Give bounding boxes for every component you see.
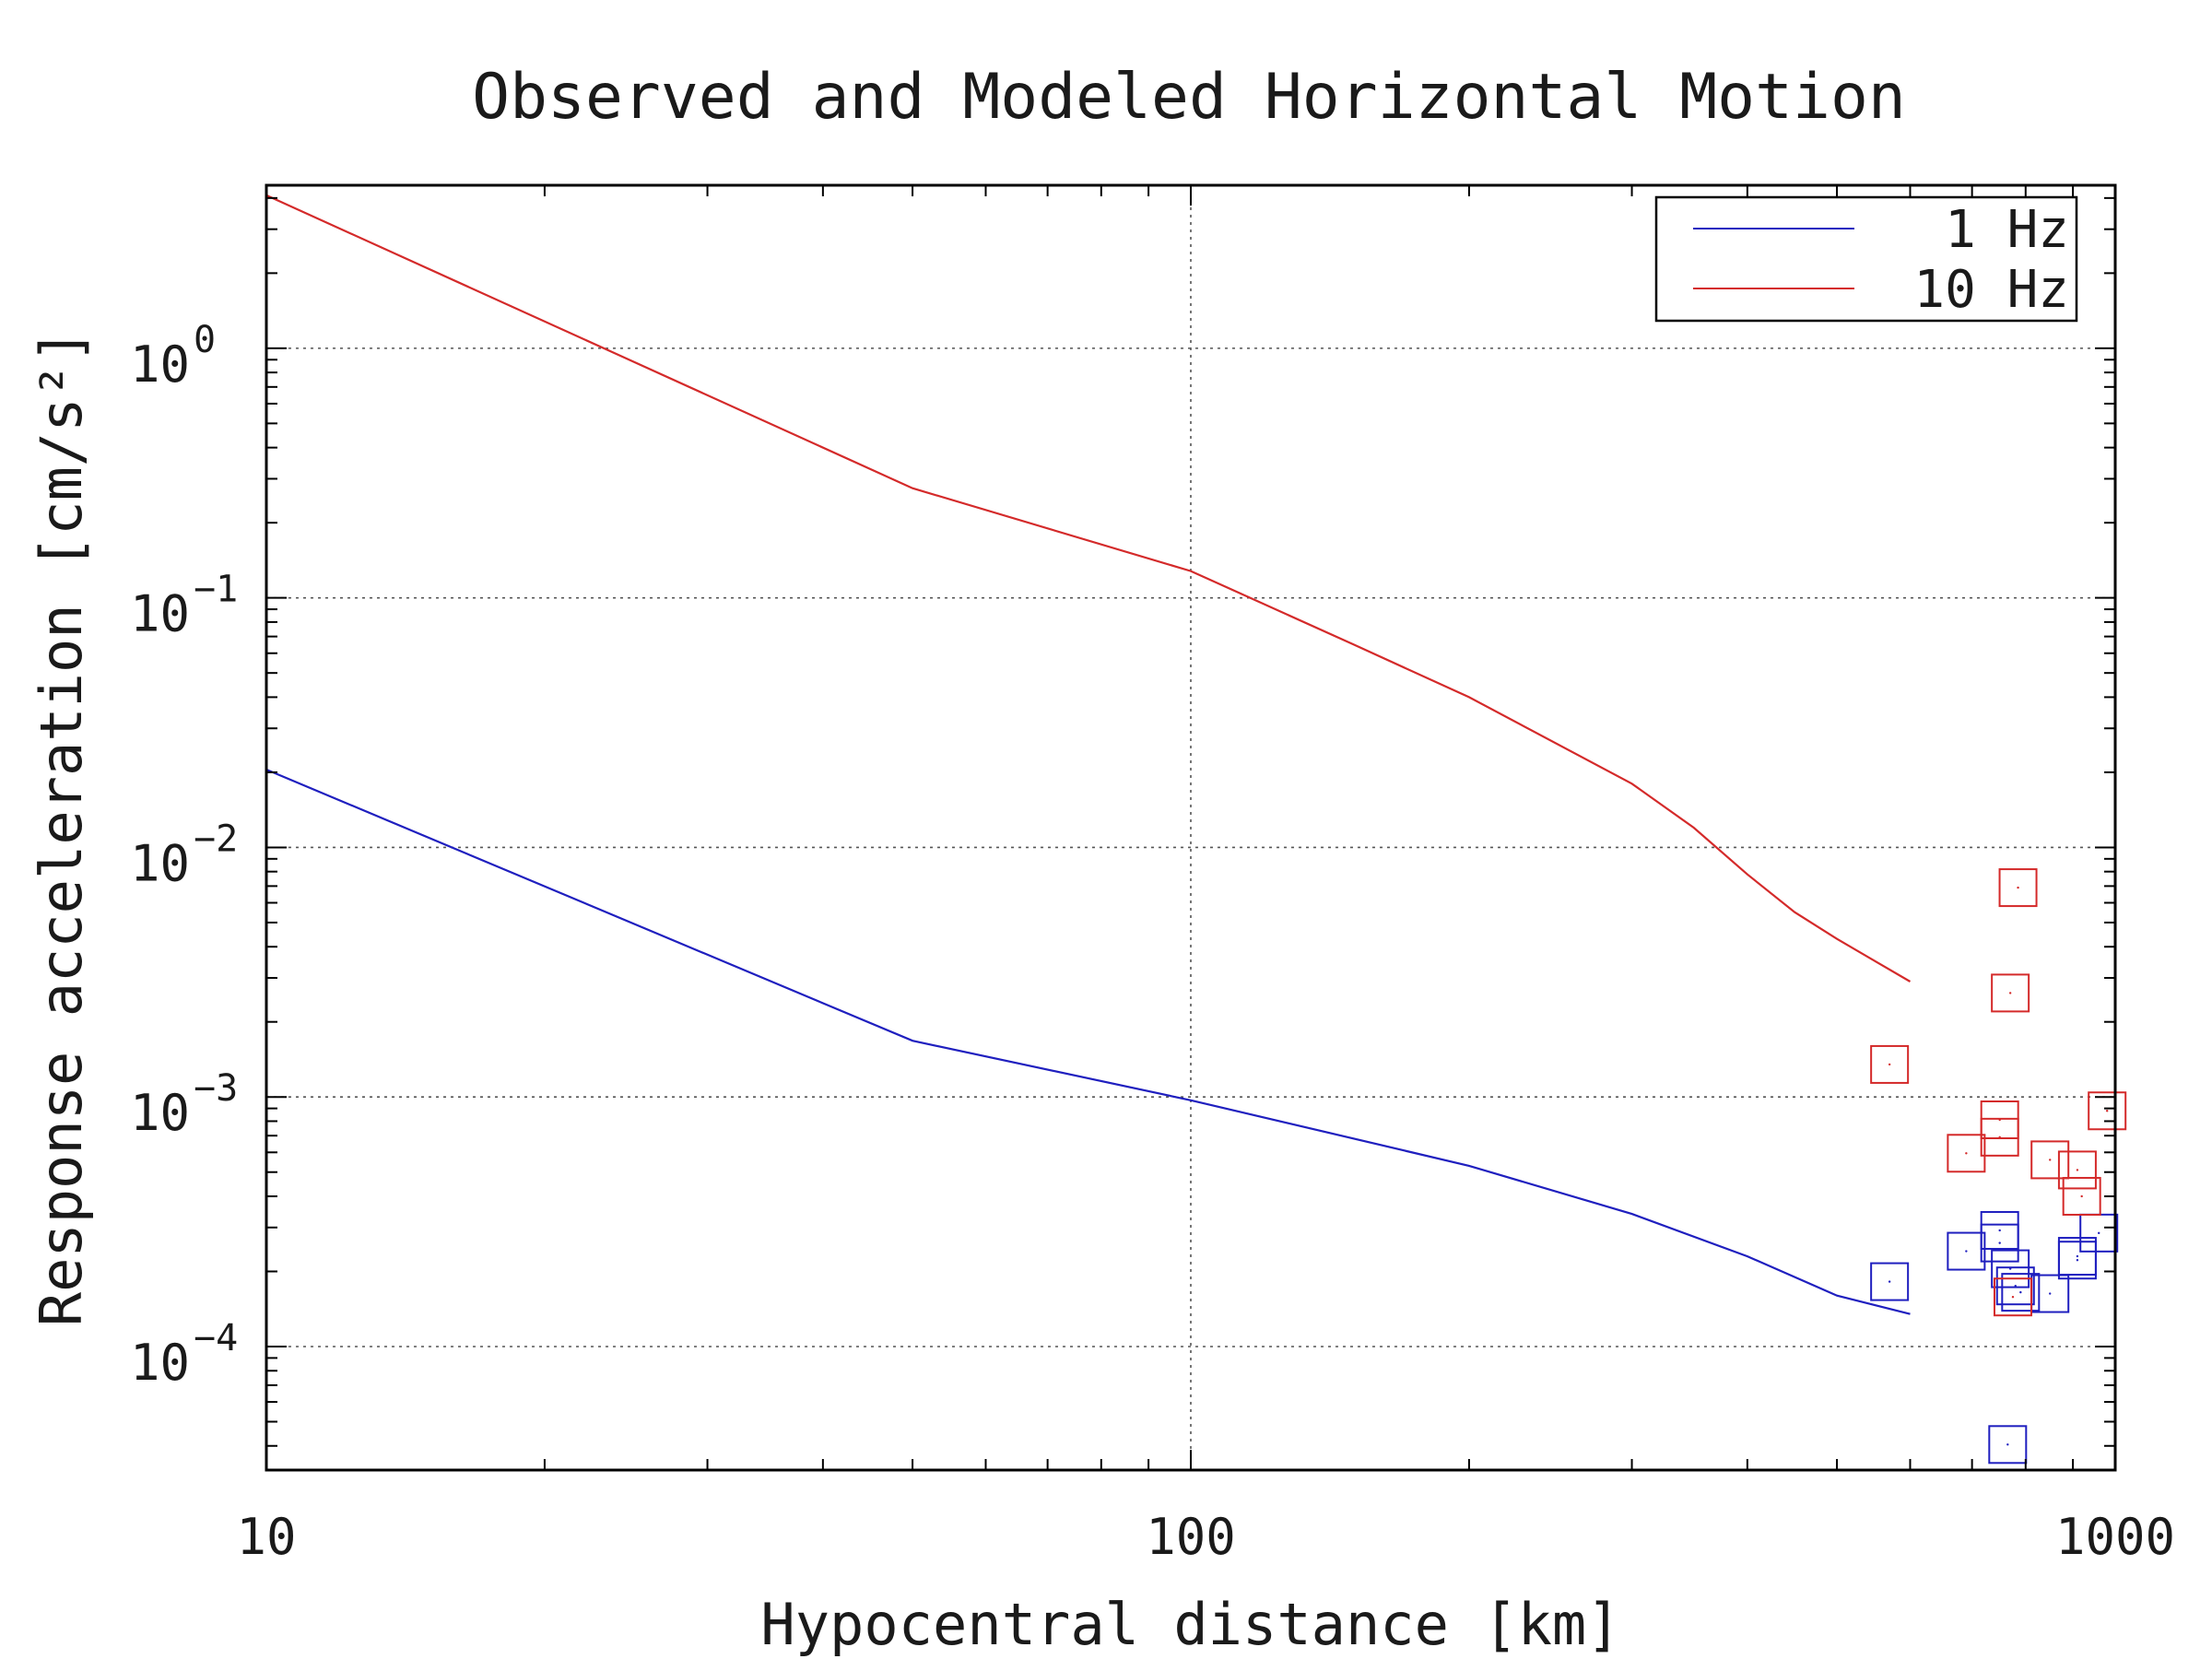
observed-point-10hz xyxy=(1993,1277,2032,1317)
grid-lines xyxy=(266,185,2115,1470)
observed-point-center-1hz xyxy=(2076,1259,2079,1262)
x-tick-label-2: 1000 xyxy=(2055,1508,2175,1566)
observed-point-1hz xyxy=(1991,1249,2030,1288)
observed-point-10hz xyxy=(2030,1140,2070,1180)
observed-point-center-10hz xyxy=(2076,1169,2079,1171)
y-tick-label-exponent: 0 xyxy=(194,319,216,361)
observed-point-10hz xyxy=(2057,1150,2097,1190)
observed-point-10hz xyxy=(1980,1117,2019,1157)
observed-point-center-10hz xyxy=(1888,1063,1891,1066)
observed-point-center-1hz xyxy=(2019,1290,2022,1294)
observed-point-center-1hz xyxy=(1965,1250,1968,1253)
observed-point-10hz xyxy=(1998,868,2038,908)
observed-point-center-10hz xyxy=(1965,1152,1968,1155)
observed-point-1hz xyxy=(2057,1237,2097,1277)
y-tick-label-base: 10 xyxy=(130,1084,190,1142)
observed-point-10hz xyxy=(1991,973,2030,1013)
observed-point-center-1hz xyxy=(2006,1443,2009,1446)
observed-point-center-10hz xyxy=(1998,1135,2001,1139)
observed-point-center-1hz xyxy=(2014,1284,2017,1288)
observed-point-center-10hz xyxy=(2049,1159,2052,1161)
observed-point-1hz xyxy=(1870,1262,1910,1301)
observed-point-10hz xyxy=(2088,1091,2127,1131)
y-tick-label-exponent: −1 xyxy=(194,569,238,611)
observed-point-center-1hz xyxy=(1998,1229,2001,1232)
observed-point-center-1hz xyxy=(1888,1280,1891,1283)
y-tick-label-3: 10 −3 xyxy=(130,1067,238,1142)
observed-point-center-10hz xyxy=(2105,1110,2109,1112)
y-tick-label-base: 10 xyxy=(130,1334,190,1392)
x-tick-label-1: 100 xyxy=(1146,1508,1236,1566)
y-tick-label-2: 10 −2 xyxy=(130,818,238,892)
observed-point-center-1hz xyxy=(1998,1241,2001,1244)
series-line-1hz xyxy=(265,768,1911,1315)
observed-point-center-1hz xyxy=(2076,1254,2079,1258)
y-tick-label-exponent: −3 xyxy=(194,1067,238,1110)
observed-point-10hz xyxy=(1870,1044,1910,1084)
observed-point-1hz xyxy=(1947,1231,1986,1271)
y-tick-label-exponent: −2 xyxy=(194,818,238,860)
tick-marks xyxy=(265,185,2115,1470)
observed-point-center-10hz xyxy=(2080,1194,2083,1198)
observed-point-center-10hz xyxy=(2011,1296,2015,1299)
legend-box xyxy=(1654,195,2078,323)
observed-point-1hz xyxy=(1995,1266,2035,1306)
y-tick-label-4: 10 −4 xyxy=(130,1317,238,1392)
observed-point-10hz xyxy=(2062,1176,2101,1216)
x-tick-label-0: 10 xyxy=(236,1508,296,1566)
observed-point-center-1hz xyxy=(2098,1231,2100,1235)
y-tick-label-1: 10 −1 xyxy=(130,569,238,643)
chart-title: Observed and Modeled Horizontal Motion xyxy=(472,61,1906,134)
y-axis-label: Response acceleration [cm/s²] xyxy=(28,329,95,1327)
observed-point-1hz xyxy=(1988,1425,2028,1465)
legend-label-1hz: 1 Hz xyxy=(1945,200,2069,260)
y-tick-label-base: 10 xyxy=(130,834,190,892)
y-tick-label-base: 10 xyxy=(130,585,190,643)
observed-point-center-10hz xyxy=(2008,992,2012,994)
legend-label-10hz: 10 Hz xyxy=(1913,260,2069,320)
observed-point-1hz xyxy=(1980,1223,2019,1263)
series-line-10hz xyxy=(265,194,1912,982)
x-axis-label: Hypocentral distance [km] xyxy=(760,1591,1620,1658)
observed-point-center-1hz xyxy=(2049,1292,2052,1295)
observed-point-1hz xyxy=(2001,1273,2041,1312)
y-tick-label-exponent: −4 xyxy=(194,1317,238,1359)
series-layer xyxy=(265,194,2127,1465)
legend: 1 Hz 10 Hz xyxy=(1654,195,2078,323)
y-tick-label-0: 10 0 xyxy=(130,319,216,394)
observed-point-10hz xyxy=(1947,1134,1986,1173)
observed-point-center-10hz xyxy=(2017,886,2019,889)
y-tick-label-base: 10 xyxy=(130,335,190,394)
